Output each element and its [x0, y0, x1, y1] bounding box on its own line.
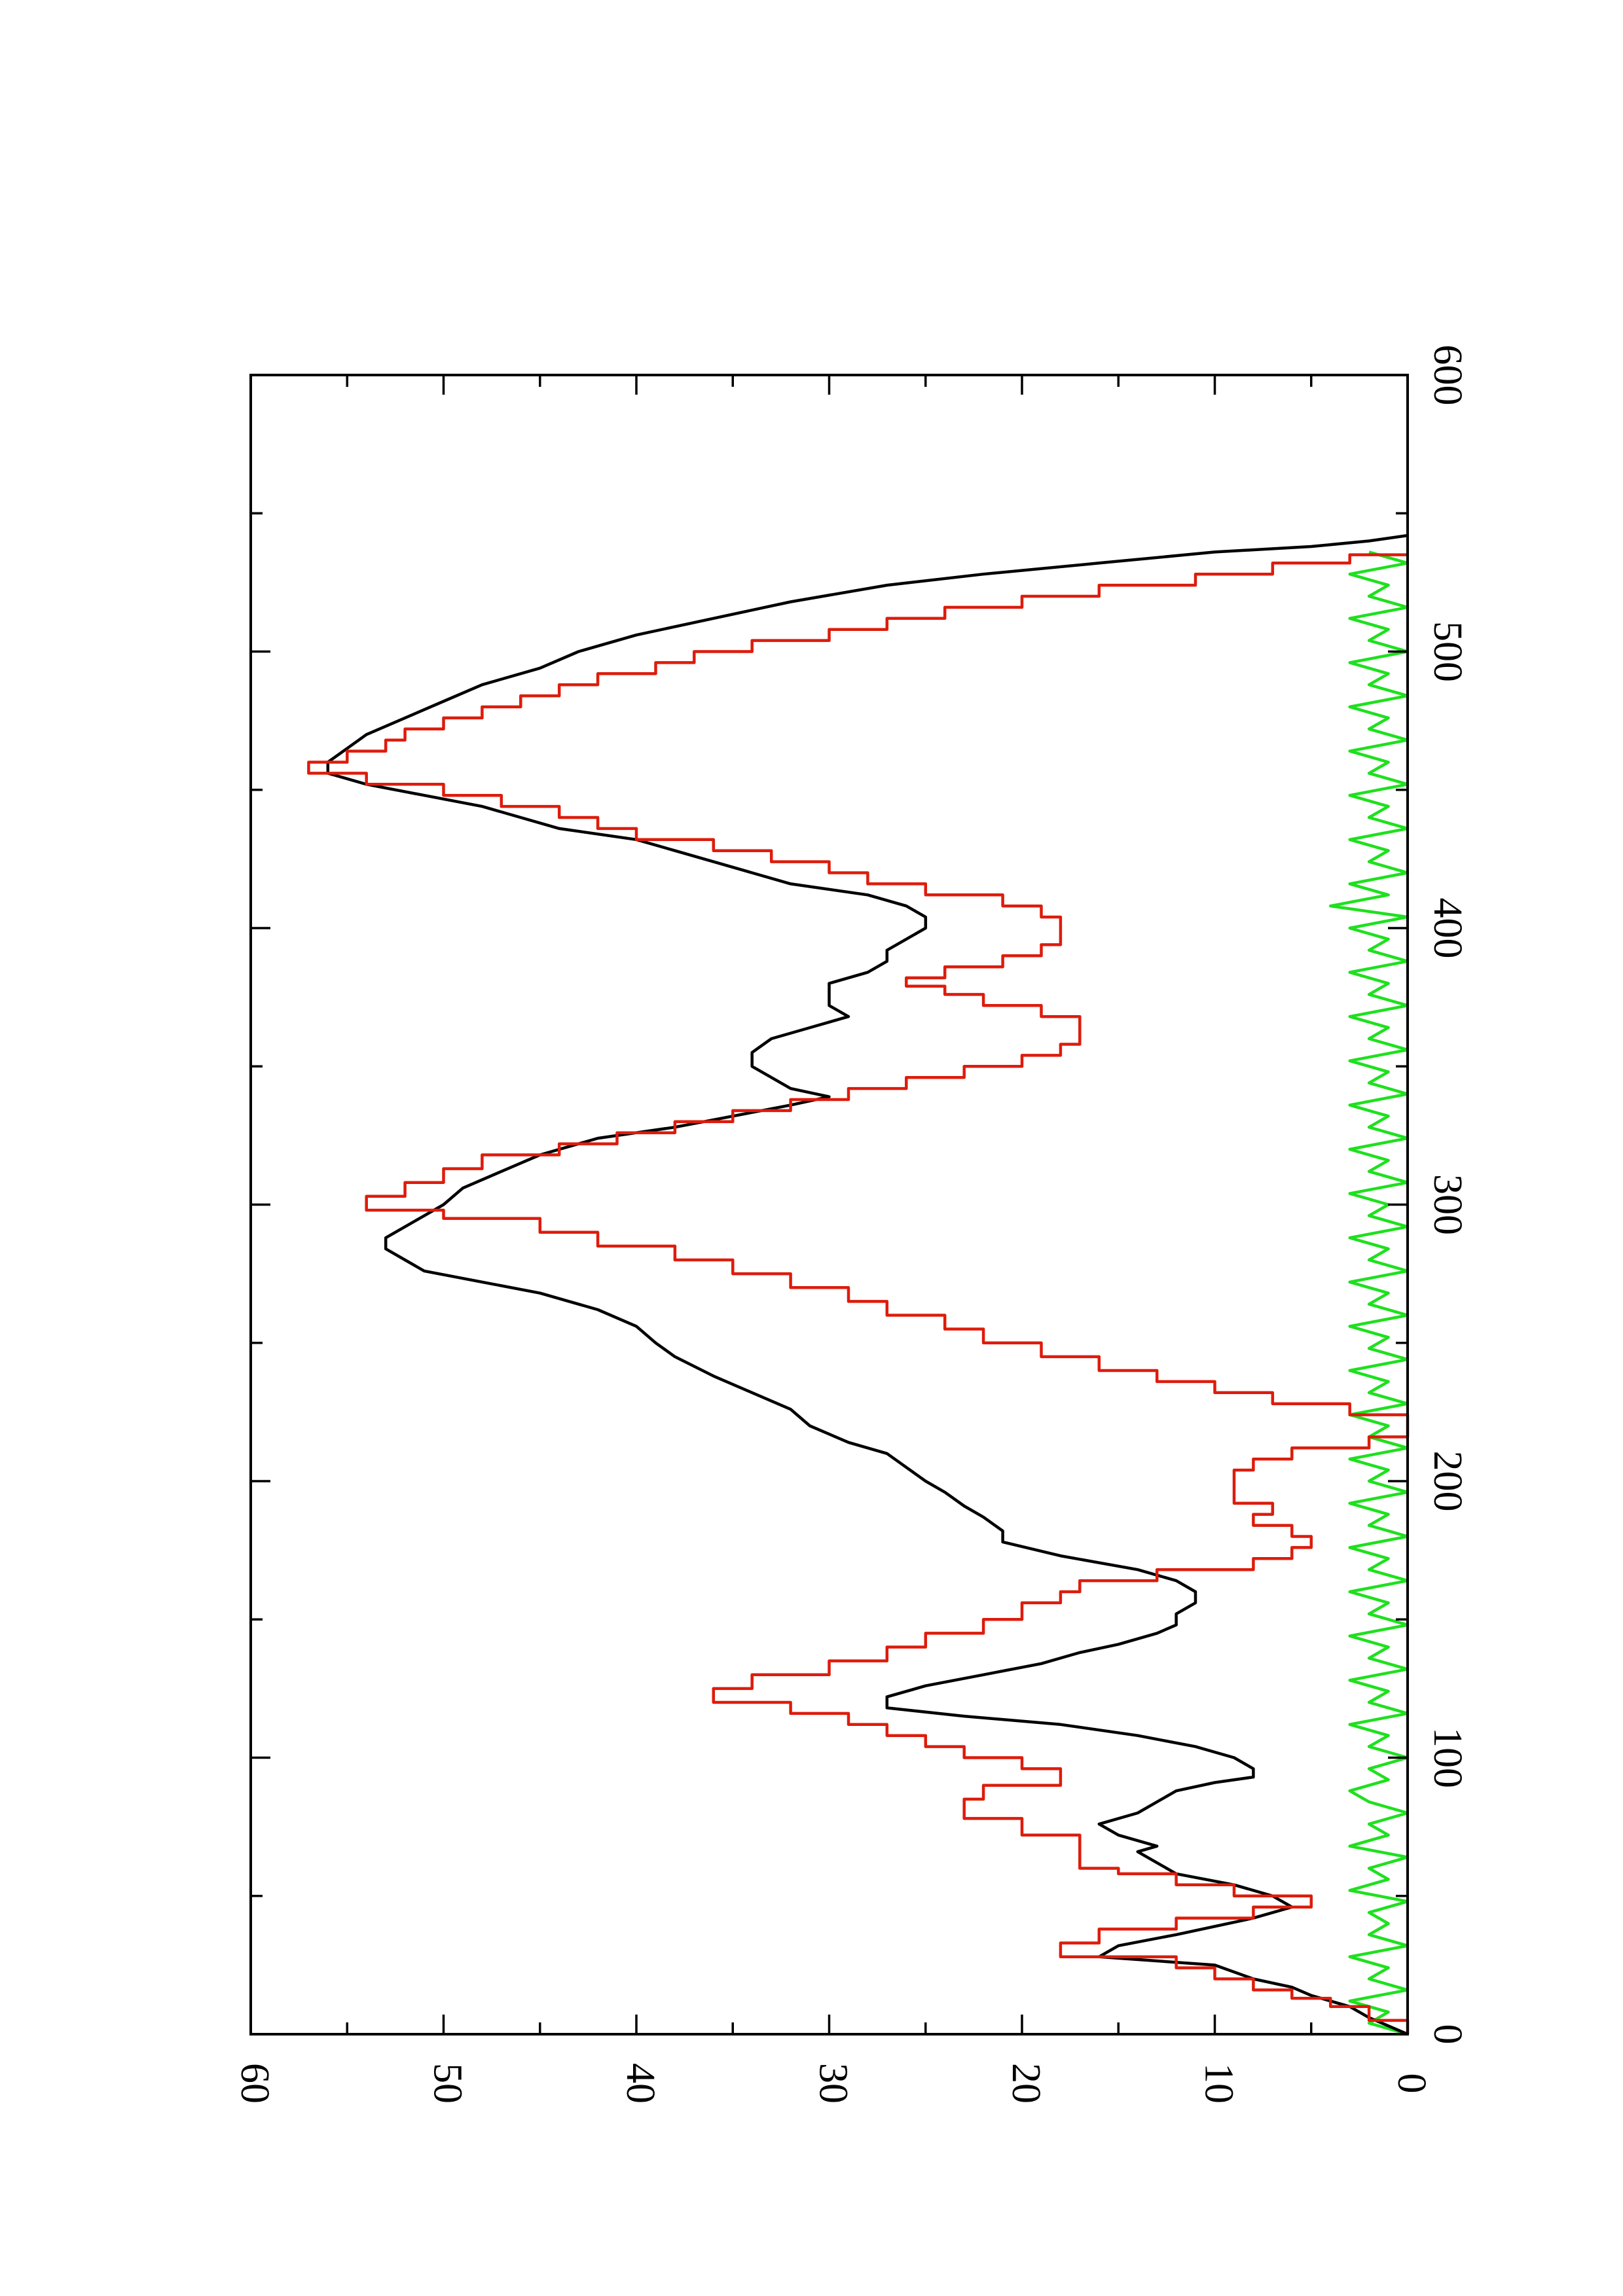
y-tick-label: 40 [618, 2063, 663, 2104]
plot-frame [249, 374, 1409, 2036]
y-tick-label: 10 [1196, 2063, 1241, 2104]
series-line-0 [326, 533, 1408, 2036]
x-tick-label: 500 [1425, 621, 1470, 682]
y-tick-label: 0 [1389, 2073, 1434, 2094]
x-tick-label: 200 [1425, 1451, 1470, 1512]
y-tick-label: 50 [425, 2063, 469, 2104]
series-line-1 [307, 553, 1410, 2034]
x-tick-label: 600 [1425, 345, 1470, 406]
x-tick-label: 100 [1425, 1727, 1470, 1788]
y-tick-label: 60 [232, 2063, 277, 2104]
plot-area [307, 533, 1410, 2036]
x-tick-label: 300 [1425, 1174, 1470, 1235]
series-line-2 [1328, 550, 1410, 2036]
axes: 0 100 200 300 400 500 600 0 10 20 30 40 50 60 [232, 345, 1470, 2104]
x-tick-label: 0 [1425, 2024, 1470, 2045]
x-tick-label: 400 [1425, 898, 1470, 959]
y-tick-label: 20 [1004, 2063, 1048, 2104]
y-tick-label: 30 [811, 2063, 855, 2104]
